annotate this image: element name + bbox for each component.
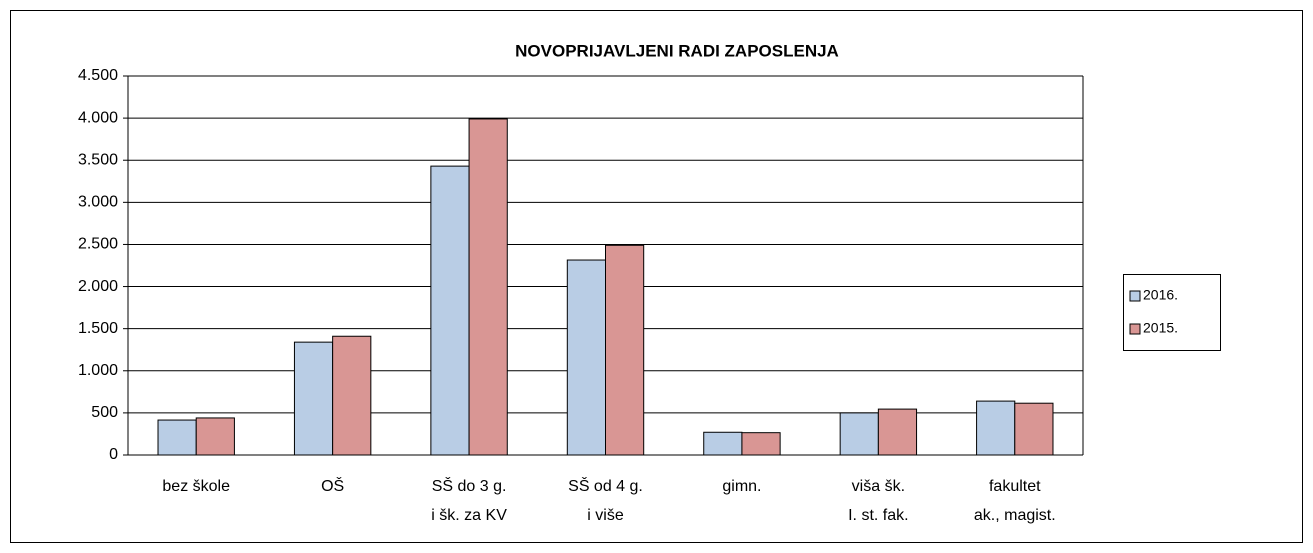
y-tick-label: 1.500 xyxy=(78,320,118,337)
x-tick-label: I. st. fak. xyxy=(848,507,908,524)
x-tick-label: SŠ od 4 g. xyxy=(568,476,643,495)
legend-label: 2016. xyxy=(1143,287,1178,303)
y-tick-label: 3.500 xyxy=(78,151,118,168)
x-tick-label: OŠ xyxy=(321,476,344,495)
x-tick-label: viša šk. xyxy=(852,478,905,495)
bar xyxy=(976,400,1016,456)
y-tick-label: 4.500 xyxy=(78,67,118,84)
y-tick-label: 2.000 xyxy=(78,278,118,295)
y-tick-label: 2.500 xyxy=(78,236,118,253)
legend-swatch xyxy=(1129,323,1141,335)
x-tick-label: i više xyxy=(587,507,624,524)
bar xyxy=(195,417,235,456)
bar xyxy=(1014,402,1054,456)
x-tick-label: fakultet xyxy=(989,478,1041,495)
y-tick-label: 3.000 xyxy=(78,194,118,211)
legend-box xyxy=(1123,274,1221,351)
bar xyxy=(877,408,918,456)
x-tick-label: ak., magist. xyxy=(974,507,1056,524)
bar xyxy=(703,431,743,456)
bar xyxy=(293,341,334,456)
bar xyxy=(566,259,606,456)
bar xyxy=(741,432,781,456)
bar xyxy=(839,412,879,456)
legend-label: 2015. xyxy=(1143,320,1178,336)
x-tick-label: bez škole xyxy=(162,478,230,495)
x-tick-label: i šk. za KV xyxy=(431,507,507,524)
bar xyxy=(605,244,645,456)
bar xyxy=(332,335,372,456)
bar xyxy=(157,419,197,456)
bar xyxy=(468,118,508,456)
chart-border xyxy=(10,10,1303,543)
x-tick-label: gimn. xyxy=(722,478,761,495)
chart-title: NOVOPRIJAVLJENI RADI ZAPOSLENJA xyxy=(515,41,839,60)
bar xyxy=(430,165,470,456)
y-tick-label: 0 xyxy=(109,446,118,463)
y-tick-label: 500 xyxy=(91,404,118,421)
y-tick-label: 1.000 xyxy=(78,362,118,379)
y-tick-label: 4.000 xyxy=(78,109,118,126)
legend-swatch xyxy=(1129,290,1141,302)
x-tick-label: SŠ do 3 g. xyxy=(432,476,507,495)
